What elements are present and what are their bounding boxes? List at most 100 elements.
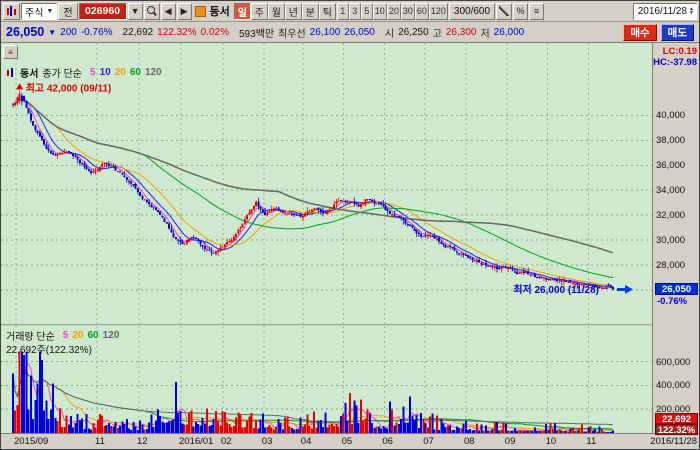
- date-tick: 11: [95, 436, 105, 447]
- chart-date-value: 2016/11/28: [637, 5, 688, 17]
- last-date-label: 2016/11/28: [650, 436, 697, 447]
- interval-button-120[interactable]: 120: [428, 2, 448, 20]
- chart-menu-icon[interactable]: [3, 2, 20, 20]
- interval-button-30[interactable]: 30: [400, 2, 415, 20]
- chart-date-input[interactable]: 2016/11/28 ▲ ▼: [632, 2, 697, 20]
- turnover-ratio: 0.02%: [200, 26, 229, 38]
- search-icon[interactable]: [143, 2, 160, 20]
- svg-text:최저 26,000 (11/28): 최저 26,000 (11/28): [513, 283, 599, 296]
- interval-button-5[interactable]: 5: [360, 2, 373, 20]
- price-axis[interactable]: LC:0.19 HC:-37.98 40,000 38,000 36,000 34,000…: [652, 43, 699, 436]
- period-button-년[interactable]: 년: [284, 2, 302, 20]
- open-label: 시: [384, 28, 395, 40]
- volume-ma-label: 거래량 단순: [6, 332, 55, 343]
- low-price: 26,000: [493, 26, 525, 38]
- date-axis[interactable]: 2015/09 11 12 2016/01 02 03 04 05 06 07 08 09 10 11 20…: [1, 433, 699, 449]
- price-chart-pane[interactable]: 최고 42,000 (09/11) 최저 26,000 (11/28) ≡ 동서 …: [1, 43, 652, 325]
- price-tick: 30,000: [656, 235, 686, 247]
- date-tick: 11: [586, 436, 597, 447]
- interval-button-3[interactable]: 3: [348, 2, 361, 20]
- stock-name: 동서: [209, 6, 230, 18]
- date-tick: 09: [504, 436, 516, 447]
- stock-flag-icon: [194, 5, 206, 17]
- price-tick: 34,000: [656, 185, 686, 197]
- date-spinner-icon[interactable]: ▲ ▼: [689, 6, 694, 16]
- percent-icon[interactable]: %: [513, 2, 529, 20]
- next-arrow-icon[interactable]: ▶: [176, 2, 192, 20]
- date-tick: 2016/01: [179, 436, 214, 447]
- volume-chart-canvas[interactable]: [1, 326, 652, 433]
- chevron-down-icon: ▼: [46, 7, 54, 15]
- sell-button[interactable]: 매도: [660, 23, 694, 41]
- date-tick: 05: [341, 436, 353, 447]
- date-tick: 02: [221, 436, 232, 447]
- volume-current-text: 22,692주(122.32%): [6, 345, 92, 356]
- period-button-일[interactable]: 일: [233, 2, 251, 20]
- pencil-icon[interactable]: [496, 2, 513, 20]
- legend-stock-name: 동서: [20, 69, 39, 80]
- high-price: 26,300: [445, 26, 477, 38]
- current-volume-badge: 22,692: [655, 413, 698, 425]
- svg-text:최고 42,000 (09/11): 최고 42,000 (09/11): [26, 81, 112, 94]
- period-button-틱[interactable]: 틱: [318, 2, 336, 20]
- close-ma-label: 종가 단순: [42, 69, 82, 80]
- chart-area: 최고 42,000 (09/11) 최저 26,000 (11/28) ≡ 동서 …: [1, 43, 699, 449]
- period-button-주[interactable]: 주: [250, 2, 268, 20]
- volume-value: 22,692: [122, 26, 154, 38]
- buy-button[interactable]: 매수: [623, 23, 657, 41]
- date-tick: 03: [261, 436, 273, 447]
- current-price-badge: 26,050: [655, 283, 698, 296]
- stock-code-input[interactable]: 026960: [78, 2, 127, 20]
- bar-count-button[interactable]: 300/600: [448, 2, 496, 20]
- current-change-pct: -0.76%: [657, 296, 688, 308]
- price-tick: 40,000: [656, 110, 686, 122]
- current-price: 26,050: [6, 25, 45, 39]
- interval-button-10[interactable]: 10: [372, 2, 387, 20]
- list-icon[interactable]: ≡: [529, 2, 545, 20]
- interval-button-1[interactable]: 1: [336, 2, 349, 20]
- ma-period-20: 20: [72, 330, 84, 341]
- high-label: 고: [432, 28, 442, 40]
- volume-ratio: 122.32%: [157, 26, 197, 38]
- turnover-value: 593백만: [238, 28, 275, 40]
- ma-period-10: 10: [99, 67, 111, 78]
- interval-button-60[interactable]: 60: [414, 2, 429, 20]
- price-chart-canvas[interactable]: 최고 42,000 (09/11) 최저 26,000 (11/28): [1, 43, 652, 325]
- date-tick: 08: [464, 436, 475, 447]
- volume-tick: 200,000: [656, 404, 691, 416]
- ma-period-5: 5: [90, 67, 96, 78]
- period-button-분[interactable]: 분: [301, 2, 319, 20]
- ma-period-60: 60: [129, 67, 141, 78]
- ma-period-60: 60: [87, 330, 99, 341]
- volume-chart-pane[interactable]: 거래량 단순 5 20 60 120 22,692주(122.32%): [1, 326, 652, 433]
- low-label: 저: [480, 28, 490, 40]
- interval-button-20[interactable]: 20: [386, 2, 401, 20]
- ma-period-120: 120: [144, 67, 162, 78]
- prev-stock-toggle-button[interactable]: 전: [58, 2, 78, 20]
- date-tick: 07: [423, 436, 434, 447]
- asset-type-select[interactable]: 주식 ▼: [21, 2, 58, 20]
- date-tick: 06: [382, 436, 393, 447]
- candle-legend-icon: [6, 67, 16, 78]
- current-volume-pct-badge: 122.32%: [655, 424, 698, 436]
- volume-legend: 거래량 단순 5 20 60 120: [6, 328, 119, 343]
- pencil-glyph: [499, 6, 510, 16]
- best-ask: 26,100: [309, 26, 341, 38]
- hc-value: HC:-37.98: [653, 57, 697, 68]
- price-legend: 동서 종가 단순 5 10 20 60 120: [6, 65, 162, 80]
- date-tick: 2015/09: [14, 436, 49, 447]
- prev-arrow-icon[interactable]: ◀: [160, 2, 176, 20]
- date-tick: 04: [300, 436, 312, 447]
- ma-period-5: 5: [62, 330, 69, 341]
- price-change-pct: -0.76%: [80, 26, 113, 38]
- down-arrow-icon: ▼: [48, 27, 57, 37]
- chart-tool-icon[interactable]: ≡: [3, 45, 18, 59]
- period-button-월[interactable]: 월: [267, 2, 285, 20]
- ma-period-20: 20: [114, 67, 126, 78]
- open-price: 26,250: [398, 26, 429, 38]
- code-dropdown-icon[interactable]: ▼: [127, 2, 143, 20]
- date-tick: 12: [137, 436, 148, 447]
- volume-tick: 600,000: [656, 356, 691, 368]
